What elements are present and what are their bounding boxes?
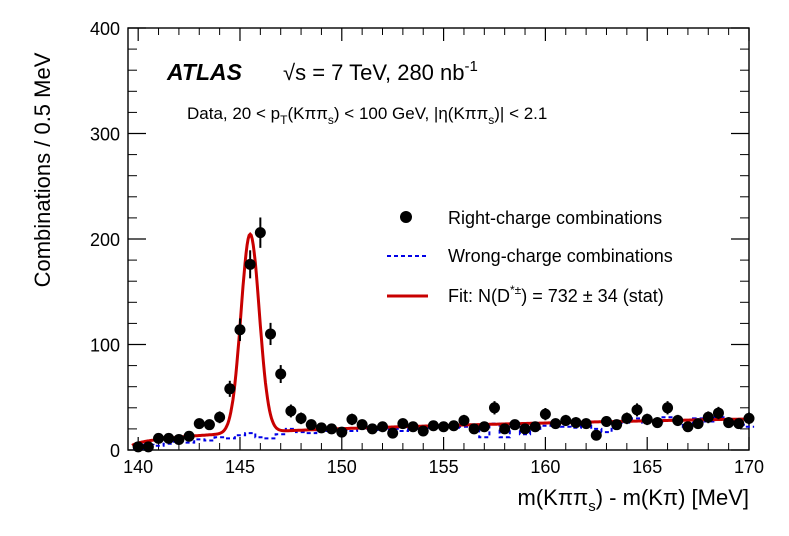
- data-point: [407, 421, 419, 433]
- x-tick-label: 145: [225, 457, 255, 477]
- data-point: [641, 413, 653, 425]
- data-point: [336, 426, 348, 438]
- data-point: [509, 419, 521, 431]
- data-point: [682, 421, 694, 433]
- data-point: [234, 324, 246, 336]
- legend-label-wrong-charge: Wrong-charge combinations: [448, 246, 673, 266]
- data-point: [153, 432, 165, 444]
- data-point: [743, 412, 755, 424]
- data-point: [387, 427, 399, 439]
- data-point: [173, 433, 185, 445]
- data-point: [539, 408, 551, 420]
- data-point: [417, 425, 429, 437]
- energy-label: √s = 7 TeV, 280 nb-1: [283, 58, 478, 85]
- y-tick-label: 100: [90, 336, 120, 356]
- legend-label-fit: Fit: N(D*±) = 732 ± 34 (stat): [448, 283, 664, 306]
- data-point: [448, 420, 460, 432]
- data-point: [560, 414, 572, 426]
- data-point: [397, 418, 409, 430]
- data-point: [580, 418, 592, 430]
- data-point: [723, 417, 735, 429]
- data-point: [478, 421, 490, 433]
- x-axis-label: m(Kππs) - m(Kπ) [MeV]: [518, 485, 749, 515]
- data-point: [662, 402, 674, 414]
- right-charge-series: [132, 217, 755, 453]
- axis-ticks: 140 145 150 155 160 165 170 0 100 200 300 400: [90, 19, 764, 477]
- legend-label-right-charge: Right-charge combinations: [448, 208, 662, 228]
- data-point: [692, 418, 704, 430]
- data-point: [468, 423, 480, 435]
- data-point: [315, 422, 327, 434]
- data-point: [377, 421, 389, 433]
- data-point: [733, 418, 745, 430]
- y-tick-label: 400: [90, 19, 120, 39]
- data-point: [305, 419, 317, 431]
- plot-frame: [127, 27, 750, 451]
- data-point: [366, 423, 378, 435]
- data-point: [519, 423, 531, 435]
- data-point: [163, 432, 175, 444]
- x-tick-label: 165: [632, 457, 662, 477]
- legend: Right-charge combinations Wrong-charge c…: [387, 208, 673, 306]
- data-point: [244, 258, 256, 270]
- atlas-label: ATLAS: [166, 59, 243, 85]
- data-point: [600, 416, 612, 428]
- data-point: [193, 418, 205, 430]
- data-point: [702, 411, 714, 423]
- data-point: [285, 405, 297, 417]
- y-tick-label: 300: [90, 125, 120, 145]
- data-point: [550, 418, 562, 430]
- data-point: [254, 227, 266, 239]
- data-point: [183, 430, 195, 442]
- data-point: [651, 417, 663, 429]
- data-point: [214, 411, 226, 423]
- data-point: [621, 412, 633, 424]
- data-point: [295, 412, 307, 424]
- data-point: [275, 368, 287, 380]
- x-tick-label: 155: [429, 457, 459, 477]
- x-tick-label: 170: [734, 457, 764, 477]
- data-point: [529, 421, 541, 433]
- data-point: [265, 328, 277, 340]
- data-point: [570, 417, 582, 429]
- data-point: [224, 383, 236, 395]
- y-tick-label: 200: [90, 230, 120, 250]
- data-point: [590, 429, 602, 441]
- data-point: [346, 413, 358, 425]
- y-axis-label: Combinations / 0.5 MeV: [30, 52, 55, 287]
- selection-label: Data, 20 < pT(Kππs) < 100 GeV, |η(Kππs)|…: [187, 104, 547, 127]
- data-point: [132, 441, 144, 453]
- data-point: [611, 419, 623, 431]
- data-point: [356, 419, 368, 431]
- data-point: [488, 402, 500, 414]
- data-point: [326, 423, 338, 435]
- y-tick-label: 0: [110, 441, 120, 461]
- data-point: [142, 441, 154, 453]
- data-point: [672, 414, 684, 426]
- data-point: [499, 423, 511, 435]
- legend-marker-right-charge: [400, 211, 412, 223]
- data-point: [712, 407, 724, 419]
- data-point: [631, 404, 643, 416]
- x-tick-label: 160: [530, 457, 560, 477]
- data-point: [203, 419, 215, 431]
- data-point: [427, 420, 439, 432]
- data-point: [458, 414, 470, 426]
- data-point: [438, 421, 450, 433]
- x-tick-label: 140: [123, 457, 153, 477]
- x-tick-label: 150: [327, 457, 357, 477]
